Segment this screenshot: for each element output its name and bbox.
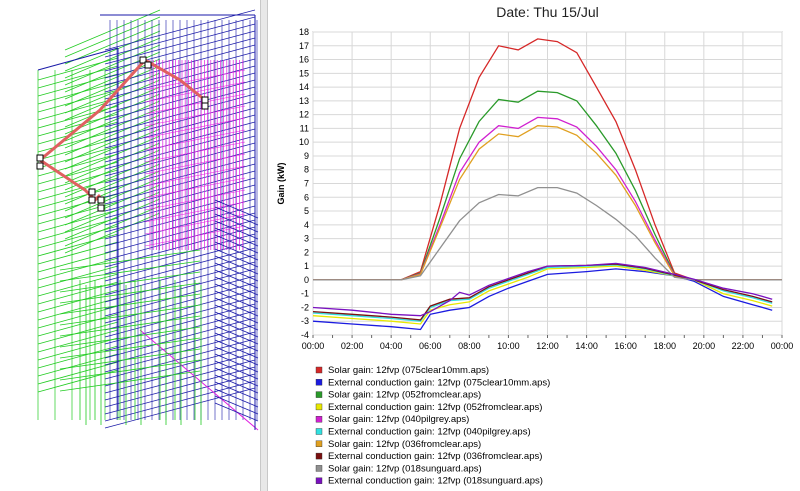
legend-swatch	[315, 452, 323, 460]
building-wireframe[interactable]	[0, 0, 260, 491]
legend-label: External conduction gain: 12fvp (052from…	[328, 402, 542, 413]
y-tick-label: 18	[299, 27, 309, 37]
legend-swatch	[315, 428, 323, 435]
selection-handle[interactable]	[201, 102, 209, 110]
pane-splitter[interactable]	[260, 0, 268, 491]
y-tick-label: 14	[299, 82, 309, 92]
legend-swatch	[315, 465, 323, 472]
chart-title: Date: Thu 15/Jul	[496, 4, 598, 20]
y-tick-label: -2	[301, 302, 309, 312]
y-tick-label: 0	[304, 275, 309, 285]
selection-handle[interactable]	[97, 204, 105, 212]
y-tick-label: 12	[299, 110, 309, 120]
selection-handle[interactable]	[36, 154, 44, 162]
x-tick-label: 02:00	[341, 341, 364, 351]
legend-label: Solar gain: 12fvp (052fromclear.aps)	[328, 390, 481, 401]
x-tick-label: 00:00	[302, 341, 325, 351]
series-line-1	[313, 38, 782, 281]
x-tick-label: 00:00	[771, 341, 794, 351]
x-tick-label: 14:00	[575, 341, 598, 351]
selection-handle[interactable]	[201, 96, 209, 104]
legend-swatch	[315, 366, 323, 374]
x-tick-label: 04:00	[380, 341, 403, 351]
x-tick-label: 22:00	[732, 341, 755, 351]
selection-handle[interactable]	[36, 162, 44, 170]
series-line-7	[313, 125, 782, 281]
selection-handle[interactable]	[97, 196, 105, 204]
legend-swatch	[315, 416, 323, 423]
y-tick-label: -3	[301, 316, 309, 326]
y-tick-label: 2	[304, 247, 309, 257]
x-tick-label: 12:00	[536, 341, 559, 351]
x-tick-label: 20:00	[693, 341, 716, 351]
series-line-9	[313, 186, 782, 281]
chart-panel: Date: Thu 15/Jul -4 -3 -2 -1 0 1 2 3 4 5 6 7 8 9 10 11 12…	[268, 0, 800, 491]
gain-chart: Date: Thu 15/Jul-4-3-2-10123456789101112…	[276, 4, 794, 487]
legend-swatch	[315, 440, 323, 447]
legend-label: Solar gain: 12fvp (075clear10mm.aps)	[328, 365, 489, 376]
selection-handle[interactable]	[88, 196, 96, 204]
x-tick-label: 10:00	[497, 341, 520, 351]
series-line-2	[312, 268, 773, 331]
legend-swatch	[315, 379, 323, 386]
wireframe-lines	[37, 9, 259, 431]
selection-handle[interactable]	[88, 188, 96, 196]
series-line-3	[313, 90, 782, 281]
x-tick-label: 16:00	[614, 341, 637, 351]
selection-handle[interactable]	[139, 56, 147, 64]
legend-label: Solar gain: 12fvp (036fromclear.aps)	[328, 439, 481, 450]
y-tick-label: -1	[301, 289, 309, 299]
legend-label: Solar gain: 12fvp (040pilgrey.aps)	[328, 414, 469, 425]
x-tick-label: 18:00	[653, 341, 676, 351]
y-tick-label: 4	[304, 220, 309, 230]
y-tick-label: 10	[299, 137, 309, 147]
y-tick-label: 3	[304, 234, 309, 244]
y-tick-label: 9	[304, 151, 309, 161]
3d-model-view[interactable]	[0, 0, 260, 491]
x-tick-label: 06:00	[419, 341, 442, 351]
legend-swatch	[315, 403, 323, 411]
series-line-10	[312, 262, 773, 317]
y-tick-label: 1	[304, 261, 309, 271]
y-tick-label: 8	[304, 165, 309, 175]
legend-swatch	[315, 477, 323, 484]
y-tick-label: 6	[304, 192, 309, 202]
legend-label: External conduction gain: 12fvp (018sung…	[328, 476, 543, 487]
y-tick-label: 17	[299, 41, 309, 51]
legend-label: External conduction gain: 12fvp (075clea…	[328, 377, 550, 388]
selection-handle[interactable]	[144, 61, 152, 69]
y-tick-label: 13	[299, 96, 309, 106]
legend-label: External conduction gain: 12fvp (036from…	[328, 451, 542, 462]
y-tick-label: 16	[299, 55, 309, 65]
y-tick-label: 7	[304, 179, 309, 189]
y-axis-label: Gain (kW)	[276, 162, 286, 204]
y-tick-label: 5	[304, 206, 309, 216]
series-line-5	[313, 116, 782, 281]
x-tick-label: 08:00	[458, 341, 481, 351]
legend-label: Solar gain: 12fvp (018sunguard.aps)	[328, 463, 482, 474]
y-tick-label: 15	[299, 68, 309, 78]
legend-label: External conduction gain: 12fvp (040pilg…	[328, 427, 531, 438]
y-tick-label: -4	[301, 330, 309, 340]
y-tick-label: 11	[300, 123, 309, 133]
legend-swatch	[315, 391, 323, 398]
